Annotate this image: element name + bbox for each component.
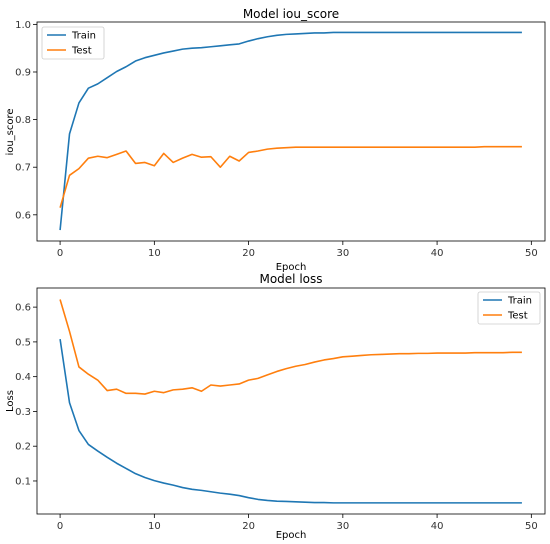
x-tick-label: 50 — [525, 248, 538, 259]
legend-label-train: Train — [71, 31, 96, 42]
x-tick-label: 40 — [431, 248, 444, 259]
y-tick-label: 1.0 — [15, 20, 31, 31]
y-tick-label: 0.7 — [15, 163, 31, 174]
y-axis-label: Loss — [5, 390, 16, 412]
series-line-test — [59, 299, 522, 395]
plot-frame — [36, 21, 546, 242]
x-tick-label: 20 — [242, 248, 255, 259]
y-tick-label: 0.5 — [15, 337, 31, 348]
x-tick-label: 20 — [242, 521, 255, 532]
y-tick-label: 0.9 — [15, 67, 31, 78]
x-tick-label: 40 — [431, 521, 444, 532]
x-tick-label: 30 — [336, 248, 349, 259]
legend-label-test: Test — [507, 311, 528, 322]
series-line-test — [59, 145, 522, 208]
y-tick-label: 0.6 — [15, 303, 31, 314]
x-tick-label: 10 — [148, 521, 161, 532]
y-tick-label: 0.2 — [15, 442, 31, 453]
series-lines — [59, 31, 522, 231]
chart-title: Model iou_score — [243, 7, 339, 21]
x-tick-label: 10 — [148, 248, 161, 259]
x-tick-label: 0 — [57, 248, 63, 259]
y-axis-ticks: 0.1 0.2 0.3 0.4 0.5 0.6 — [15, 303, 37, 487]
x-axis-ticks: 0 10 20 30 40 50 — [57, 241, 538, 259]
x-tick-label: 30 — [336, 521, 349, 532]
x-axis-label: Epoch — [276, 530, 307, 541]
series-line-train — [59, 338, 522, 504]
legend: Train Test — [41, 26, 105, 60]
x-axis-label: Epoch — [276, 262, 307, 273]
legend: Train Test — [477, 291, 541, 325]
x-tick-label: 50 — [525, 521, 538, 532]
loss-chart: Model loss 0.1 0.2 0.3 0.4 0.5 0.6 0 10 20 30 40 5… — [5, 272, 546, 541]
y-tick-label: 0.3 — [15, 407, 31, 418]
y-axis-label: iou_score — [5, 108, 16, 155]
iou-score-chart: Model iou_score 0.6 0.7 0.8 0.9 1.0 0 10 20 30 4… — [5, 7, 546, 273]
y-tick-label: 0.4 — [15, 372, 31, 383]
series-line-train — [59, 31, 522, 231]
plot-frame — [36, 287, 546, 515]
y-tick-label: 0.1 — [15, 476, 31, 487]
y-axis-ticks: 0.6 0.7 0.8 0.9 1.0 — [15, 20, 37, 221]
chart-title: Model loss — [259, 272, 322, 286]
series-lines — [59, 299, 522, 504]
y-tick-label: 0.8 — [15, 115, 31, 126]
x-axis-ticks: 0 10 20 30 40 50 — [57, 514, 538, 532]
legend-label-train: Train — [507, 296, 532, 307]
legend-label-test: Test — [71, 46, 92, 57]
x-tick-label: 0 — [57, 521, 63, 532]
y-tick-label: 0.6 — [15, 210, 31, 221]
